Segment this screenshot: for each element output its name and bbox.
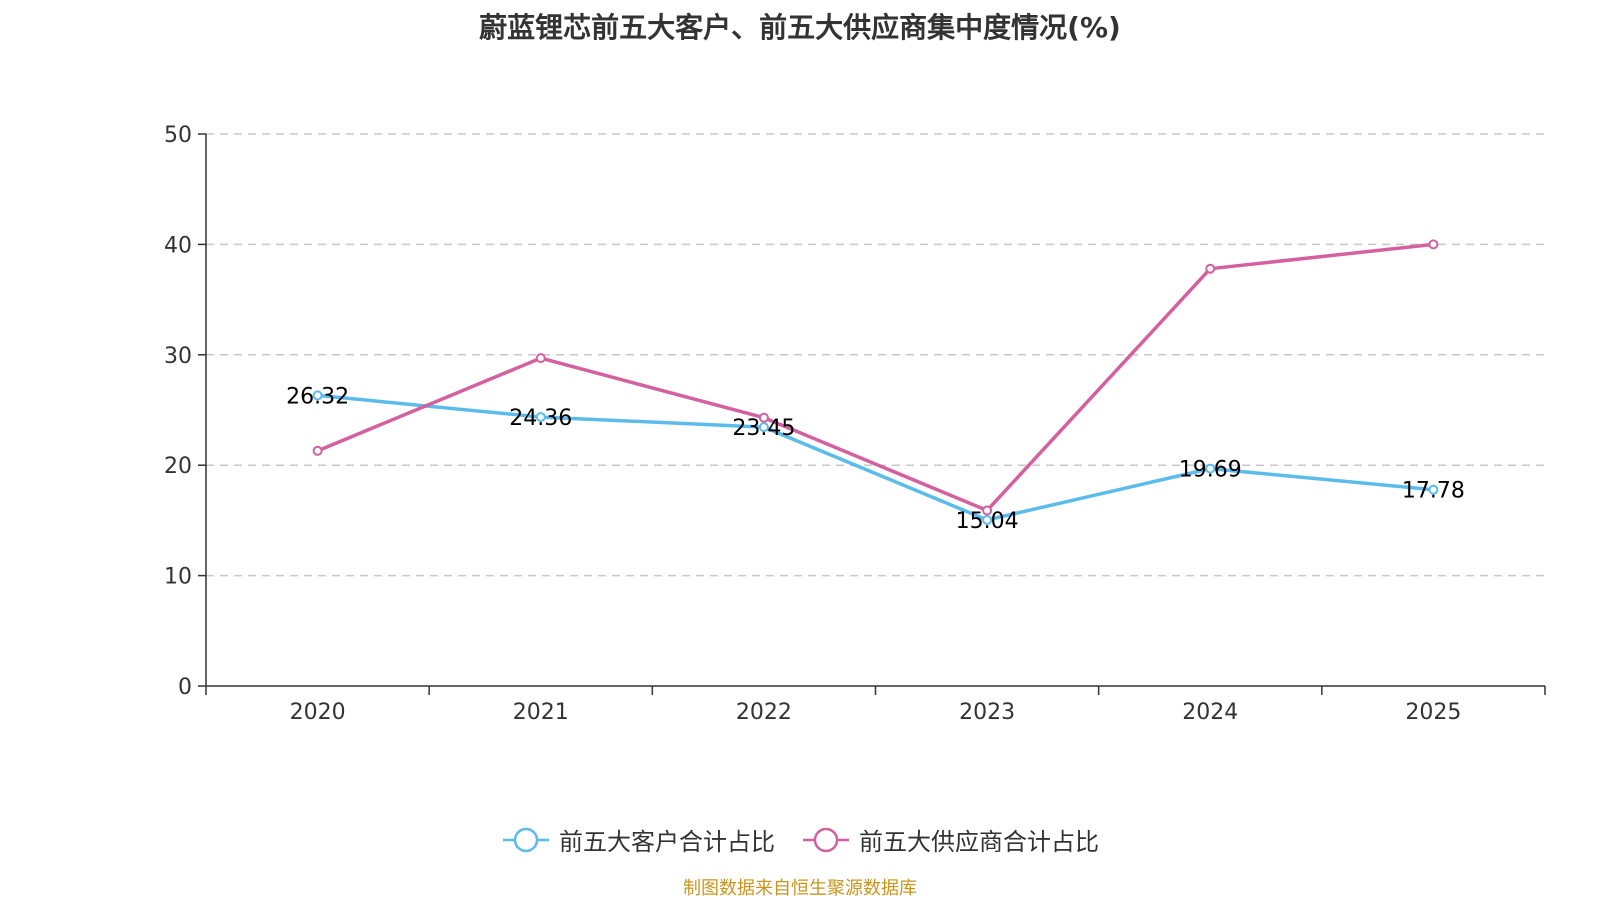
series-1-point-2024: [1205, 263, 1216, 274]
series-0-data-label-2023: 15.04: [956, 509, 1019, 534]
legend-marker-customers-icon: [503, 827, 549, 852]
series-line-0: [317, 393, 1434, 522]
y-tick-label-10: 10: [164, 565, 192, 590]
series-0-point-2025: [1428, 484, 1439, 495]
data-labels: 26.32 24.36 23.45 15.04 19.69 17.78: [286, 384, 1465, 534]
x-tick-label-2021: 2021: [513, 700, 569, 725]
series-1-point-2023: [982, 505, 993, 516]
y-tick-label-40: 40: [164, 233, 192, 258]
series: [312, 239, 1439, 525]
series-0-data-label-2021: 24.36: [509, 406, 572, 431]
series-1-point-2022: [758, 412, 769, 423]
source-note: 制图数据来自恒生聚源数据库: [683, 878, 917, 899]
legend-marker-suppliers-icon: [803, 827, 849, 852]
line-chart: 0 10 20 30 40 50 2020 2021 2022 2023 2024 2025 26.3…: [164, 123, 1546, 725]
legend-label-customers: 前五大客户合计占比: [559, 828, 775, 856]
y-tick-label-0: 0: [178, 675, 192, 700]
y-tick-label-50: 50: [164, 123, 192, 148]
series-0-data-label-2020: 26.32: [286, 384, 349, 409]
series-1-point-2025: [1428, 239, 1439, 250]
series-0-point-2023: [982, 514, 993, 525]
legend-item-suppliers[interactable]: 前五大供应商合计占比: [801, 822, 1099, 857]
series-0-point-2022: [758, 422, 769, 433]
y-tick-label-20: 20: [164, 454, 192, 479]
axes: 0 10 20 30 40 50 2020 2021 2022 2023 2024 2025: [164, 123, 1546, 725]
gridlines: [206, 133, 1545, 577]
series-0-data-label-2022: 23.45: [732, 416, 795, 441]
legend: 前五大客户合计占比 前五大供应商合计占比: [0, 822, 1600, 857]
series-1-point-2021: [535, 353, 546, 364]
chart-title: 蔚蓝锂芯前五大客户、前五大供应商集中度情况(%): [479, 11, 1121, 44]
series-0-point-2020: [312, 390, 323, 401]
series-0-data-label-2025: 17.78: [1402, 479, 1465, 504]
y-tick-label-30: 30: [164, 344, 192, 369]
x-tick-label-2020: 2020: [290, 700, 346, 725]
legend-label-suppliers: 前五大供应商合计占比: [859, 828, 1099, 856]
x-tick-label-2024: 2024: [1182, 700, 1238, 725]
series-0-data-label-2024: 19.69: [1179, 458, 1242, 483]
series-line-1: [316, 242, 1434, 513]
x-tick-label-2025: 2025: [1405, 700, 1461, 725]
x-tick-label-2023: 2023: [959, 700, 1015, 725]
series-0-point-2024: [1205, 463, 1216, 474]
legend-item-customers[interactable]: 前五大客户合计占比: [501, 822, 775, 857]
series-0-point-2021: [535, 412, 546, 423]
x-tick-label-2022: 2022: [736, 700, 792, 725]
series-1-point-2020: [312, 445, 323, 456]
